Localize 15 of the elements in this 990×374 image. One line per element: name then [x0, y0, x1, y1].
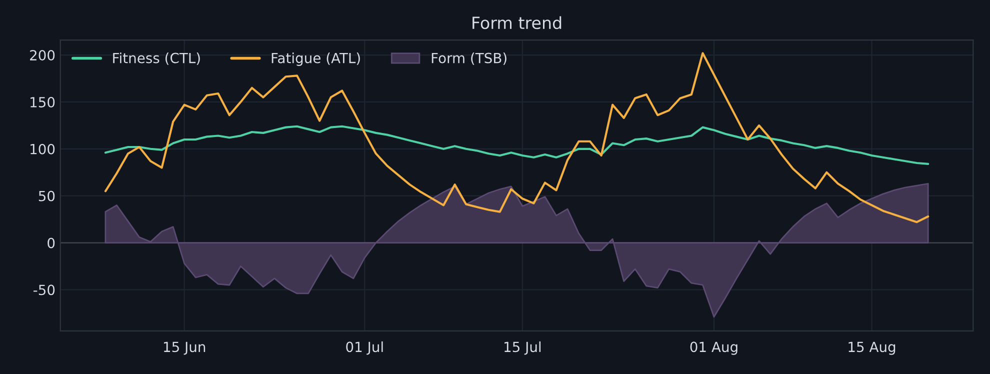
legend-label: Form (TSB) [432, 52, 506, 65]
legend-label: Fitness (CTL) [113, 52, 200, 65]
x-tick-label: 15 Jul [504, 341, 541, 355]
y-tick-label: 100 [30, 144, 55, 154]
y-tick-label: -50 [34, 284, 55, 296]
y-tick-label: 50 [38, 190, 55, 202]
chart-title: Form trend [472, 16, 562, 30]
x-tick-label: 15 Aug [848, 342, 896, 355]
x-tick-label: 01 Jul [346, 341, 383, 355]
y-tick-label: 0 [48, 238, 55, 248]
x-tick-label: 15 Jun [164, 342, 206, 355]
x-tick-label: 01 Aug [690, 342, 738, 355]
legend-label: Fatigue (ATL) [272, 52, 360, 66]
y-tick-label: 200 [30, 50, 55, 61]
y-tick-label: 150 [30, 96, 55, 108]
